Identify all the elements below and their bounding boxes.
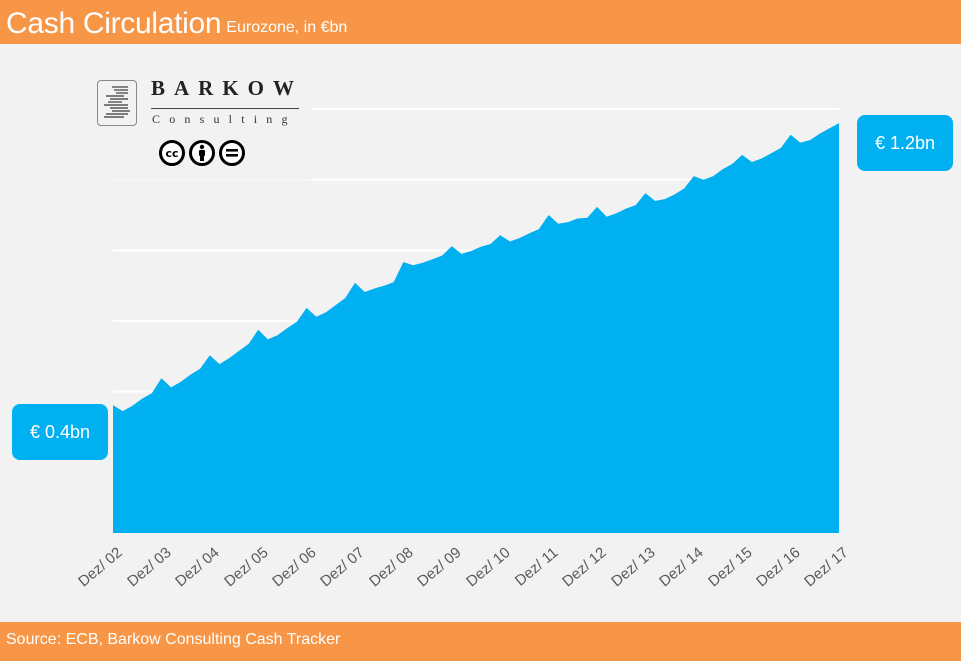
cash-area-series: [113, 117, 839, 534]
barkow-mark-icon: [97, 80, 137, 126]
chart-header: Cash Circulation Eurozone, in €bn: [0, 0, 961, 44]
start-value-callout: € 0.4bn: [12, 404, 108, 460]
end-value-callout: € 1.2bn: [857, 115, 953, 171]
source-footer: Source: ECB, Barkow Consulting Cash Trac…: [0, 622, 961, 661]
cc-icon: cc: [159, 140, 185, 166]
logo-subtitle: Consulting: [152, 112, 297, 126]
barkow-logo: BARKOW Consulting cc: [93, 72, 311, 180]
logo-divider: [151, 108, 299, 109]
chart-title: Cash Circulation: [6, 7, 222, 40]
nd-no-derivatives-icon: [219, 140, 245, 166]
by-attribution-icon: [189, 140, 215, 166]
chart-subtitle: Eurozone, in €bn: [226, 19, 348, 36]
cc-license-badges: cc: [159, 140, 245, 166]
logo-name: BARKOW: [151, 76, 304, 100]
